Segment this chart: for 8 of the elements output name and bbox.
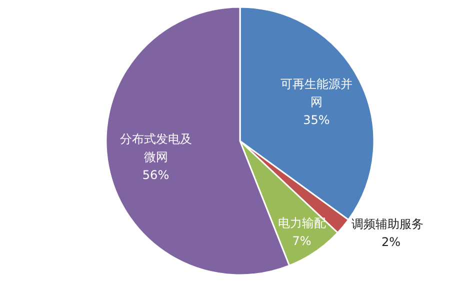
slice-label: 可再生能源并网 [280, 77, 352, 110]
data-label: 7% [292, 234, 312, 248]
slice-label: 调频辅助服务 [352, 217, 424, 232]
data-label: 35% [303, 113, 330, 128]
slice-label: 电力输配 [278, 216, 326, 230]
data-label: 2% [382, 235, 401, 250]
data-label: 56% [142, 168, 170, 182]
slice-label: 分布式发电及微网 [120, 132, 192, 164]
